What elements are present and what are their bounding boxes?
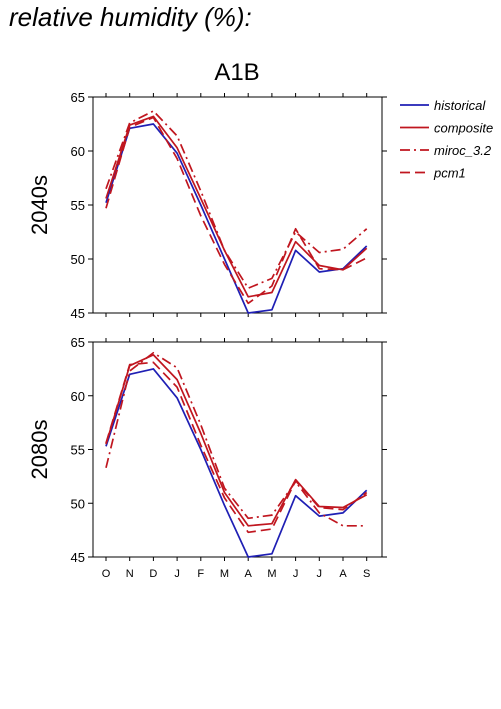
x-tick-label: N [126, 568, 134, 580]
series-line-miroc_3.2 [105, 110, 368, 290]
plot-frame [92, 96, 383, 314]
panel-2040s: 45 50 55 60 65 2040s [27, 90, 387, 321]
legend-label: miroc_3.2 [434, 143, 492, 158]
x-tick-label: M [220, 568, 229, 580]
x-tick-label: J [293, 568, 299, 580]
y-tick-label: 45 [71, 550, 85, 565]
panel-ylabel: 2040s [27, 175, 52, 235]
y-tick-label: 50 [71, 252, 85, 267]
legend-label: composite [434, 121, 493, 136]
series-line-miroc_3.2 [105, 351, 367, 527]
y-tick-label: 55 [71, 198, 85, 213]
x-tick-label: O [102, 568, 111, 580]
panel-ylabel: 2080s [27, 420, 52, 480]
x-tick-label: J [174, 568, 180, 580]
page-title: relative humidity (%): [9, 2, 252, 32]
legend-label: historical [434, 98, 486, 113]
x-tick-label: A [245, 568, 253, 580]
panel-2080s: 45 50 55 60 65 O N D J F M A M J J A S 2080s [27, 335, 387, 580]
x-tick-label: M [267, 568, 276, 580]
y-tick-label: 50 [71, 496, 85, 511]
series-line-composite [105, 354, 368, 527]
legend-item-pcm1: pcm1 [400, 166, 466, 181]
y-tick-label: 60 [71, 389, 85, 404]
series-line-historical [105, 123, 368, 314]
x-tick-label: F [197, 568, 204, 580]
y-tick-label: 65 [71, 90, 85, 105]
x-tick-label: J [317, 568, 323, 580]
y-tick-label: 45 [71, 306, 85, 321]
panels-layer: 45 50 55 60 65 2040s 45 50 55 60 65 O N D J F M A M J J A S 208… [27, 90, 387, 580]
series-line-composite [105, 115, 368, 298]
y-tick-label: 60 [71, 144, 85, 159]
y-tick-label: 55 [71, 443, 85, 458]
legend-item-historical: historical [400, 98, 486, 113]
series-line-historical [105, 368, 368, 558]
legend: historical composite miroc_3.2 pcm1 [400, 98, 493, 181]
y-tick-label: 65 [71, 335, 85, 350]
chart-title: A1B [214, 59, 259, 86]
legend-item-composite: composite [400, 121, 493, 136]
legend-label: pcm1 [433, 166, 466, 181]
series-line-pcm1 [105, 116, 368, 305]
x-tick-label: D [149, 568, 157, 580]
plot-frame [92, 341, 383, 558]
x-tick-label: A [339, 568, 347, 580]
x-tick-label: S [363, 568, 370, 580]
legend-item-miroc_3.2: miroc_3.2 [400, 143, 492, 158]
